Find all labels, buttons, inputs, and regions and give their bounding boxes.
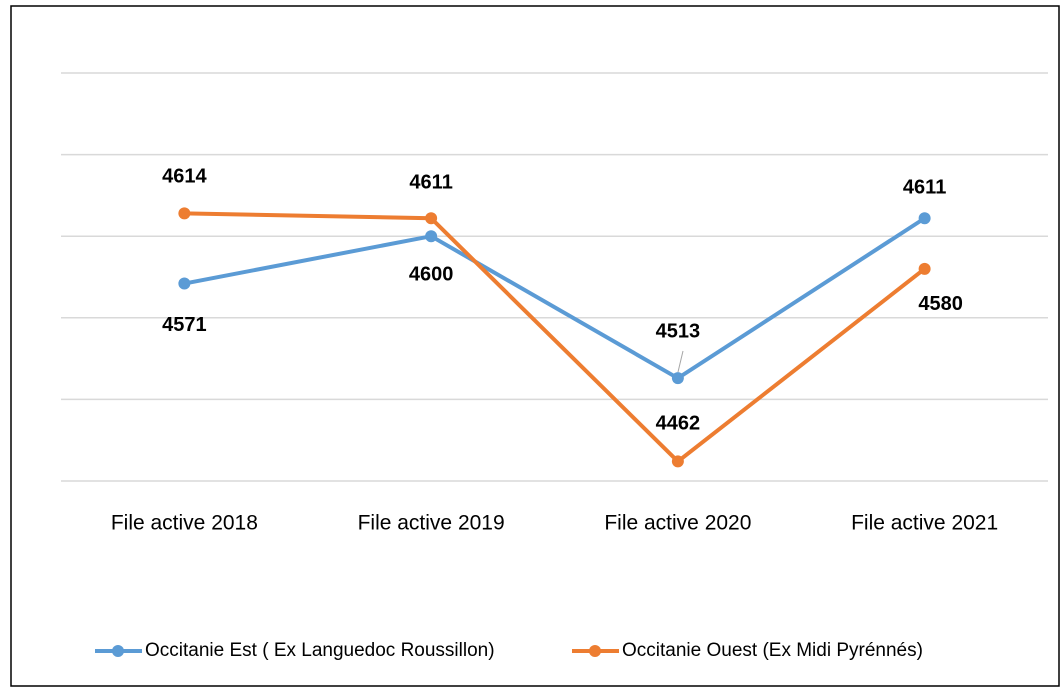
legend-label: Occitanie Est ( Ex Languedoc Roussillon) [145, 640, 495, 661]
marker [178, 207, 191, 220]
marker [425, 230, 438, 243]
series-line [183, 216, 926, 381]
marker [671, 372, 684, 385]
series-line [184, 211, 926, 465]
legend-marker [589, 645, 601, 657]
x-tick-label: File active 2018 [111, 512, 258, 535]
leader-line [677, 350, 684, 373]
data-label: 4600 [409, 263, 454, 285]
marker [918, 212, 931, 225]
data-label: 4614 [162, 166, 207, 188]
legend-label: Occitanie Ouest (Ex Midi Pyrénnés) [622, 640, 923, 661]
marker [178, 277, 191, 290]
marker [918, 262, 931, 275]
data-label: 4571 [162, 314, 207, 336]
data-label: 4611 [409, 172, 452, 194]
data-label: 4462 [656, 413, 701, 435]
x-tick-label: File active 2019 [358, 512, 505, 535]
data-label: 4513 [656, 320, 701, 342]
marker [425, 212, 438, 225]
data-label: 4580 [918, 293, 963, 315]
x-tick-label: File active 2020 [604, 512, 751, 535]
chart-border [10, 5, 1060, 687]
marker [671, 455, 684, 468]
legend-marker [112, 645, 124, 657]
data-label: 4611 [903, 177, 946, 199]
x-tick-label: File active 2021 [851, 512, 998, 535]
